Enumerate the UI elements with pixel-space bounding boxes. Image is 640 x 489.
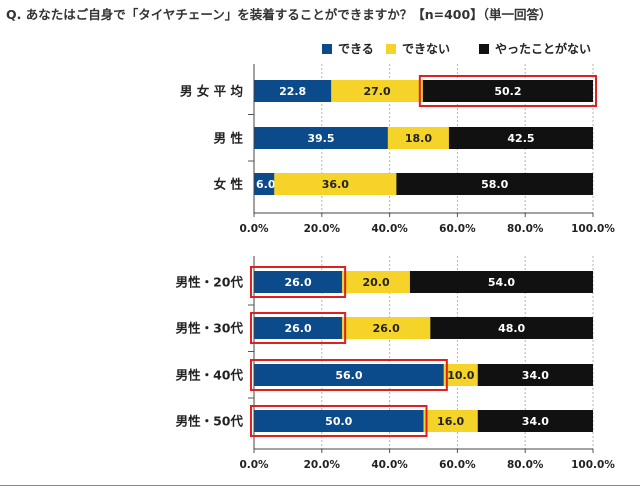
x-tick-label-0-5: 100.0% <box>571 223 615 235</box>
bar-segment-1-1-1 <box>342 317 431 339</box>
x-tick-label-0-3: 60.0% <box>439 223 476 235</box>
bar-segment-0-0-1 <box>331 80 423 102</box>
bar-segment-0-2-0 <box>254 173 275 195</box>
x-tick-label-1-4: 80.0% <box>507 459 544 471</box>
bar-segment-0-0-0 <box>254 80 332 102</box>
data-label-1-1-0: 26.0 <box>284 322 311 335</box>
highlight-box-1-1 <box>250 312 347 344</box>
data-label-0-1-1: 18.0 <box>405 132 432 145</box>
bar-segment-1-0-1 <box>342 271 410 293</box>
highlight-box-1-0 <box>250 266 347 298</box>
bar-segment-1-1-2 <box>430 317 593 339</box>
bar-segment-0-1-0 <box>254 127 388 149</box>
x-tick-label-1-1: 20.0% <box>304 459 341 471</box>
category-label-1-3: 男性・50代 <box>176 414 244 429</box>
bar-segment-1-0-2 <box>409 271 593 293</box>
data-label-1-0-0: 26.0 <box>284 276 311 289</box>
data-label-1-1-1: 26.0 <box>373 322 400 335</box>
data-label-1-3-1: 16.0 <box>437 415 464 428</box>
bar-segment-0-2-1 <box>274 173 397 195</box>
question-text: Q. あなたはご自身で「タイヤチェーン」を装着することができますか？【n=400… <box>6 7 552 22</box>
category-label-0-0: 男 女 平 均 <box>180 84 243 99</box>
highlight-box-1-2 <box>250 359 448 391</box>
legend-label-0: できる <box>338 42 374 56</box>
category-label-1-1: 男性・30代 <box>176 321 244 336</box>
bar-segment-1-3-1 <box>423 410 478 432</box>
data-label-0-2-1: 36.0 <box>322 178 349 191</box>
data-label-0-0-1: 27.0 <box>363 85 390 98</box>
data-label-0-0-2: 50.2 <box>494 85 521 98</box>
legend-swatch-1 <box>386 44 396 54</box>
data-label-1-2-2: 34.0 <box>522 369 549 382</box>
data-label-0-1-0: 39.5 <box>307 132 334 145</box>
bar-segment-0-1-2 <box>448 127 593 149</box>
bar-segment-1-2-0 <box>254 364 444 386</box>
data-label-0-1-2: 42.5 <box>507 132 534 145</box>
data-label-0-0-0: 22.8 <box>279 85 306 98</box>
legend-swatch-0 <box>322 44 332 54</box>
bar-segment-1-2-1 <box>443 364 478 386</box>
category-label-1-0: 男性・20代 <box>176 275 244 290</box>
legend-swatch-2 <box>479 44 489 54</box>
bar-segment-0-1-1 <box>387 127 449 149</box>
category-label-0-1: 男 性 <box>214 131 244 146</box>
x-tick-label-0-4: 80.0% <box>507 223 544 235</box>
bar-segment-1-1-0 <box>254 317 343 339</box>
data-label-1-2-0: 56.0 <box>335 369 362 382</box>
x-tick-label-0-2: 40.0% <box>371 223 408 235</box>
data-label-0-2-2: 58.0 <box>481 178 508 191</box>
legend-label-2: やったことがない <box>495 41 591 56</box>
data-label-1-3-0: 50.0 <box>325 415 352 428</box>
category-label-1-2: 男性・40代 <box>176 368 244 383</box>
x-tick-label-1-0: 0.0% <box>239 459 269 471</box>
bar-segment-1-0-0 <box>254 271 343 293</box>
bottom-divider <box>0 485 640 486</box>
data-label-1-0-1: 20.0 <box>362 276 389 289</box>
highlight-box-0-0 <box>418 75 597 107</box>
data-label-1-2-1: 10.0 <box>447 369 474 382</box>
category-label-0-2: 女 性 <box>214 177 244 192</box>
data-label-1-3-2: 34.0 <box>522 415 549 428</box>
data-label-1-0-2: 54.0 <box>488 276 515 289</box>
x-tick-label-0-0: 0.0% <box>239 223 269 235</box>
x-tick-label-1-2: 40.0% <box>371 459 408 471</box>
legend-label-1: できない <box>402 42 450 56</box>
x-tick-label-0-1: 20.0% <box>304 223 341 235</box>
bar-segment-0-2-2 <box>396 173 593 195</box>
highlight-box-1-3 <box>250 405 428 437</box>
data-label-1-1-2: 48.0 <box>498 322 525 335</box>
bar-segment-0-0-2 <box>422 80 593 102</box>
x-tick-label-1-3: 60.0% <box>439 459 476 471</box>
bar-segment-1-3-0 <box>254 410 424 432</box>
bar-segment-1-3-2 <box>477 410 593 432</box>
data-label-0-2-0: 6.0 <box>256 178 276 191</box>
x-tick-label-1-5: 100.0% <box>571 459 615 471</box>
bar-segment-1-2-2 <box>477 364 593 386</box>
